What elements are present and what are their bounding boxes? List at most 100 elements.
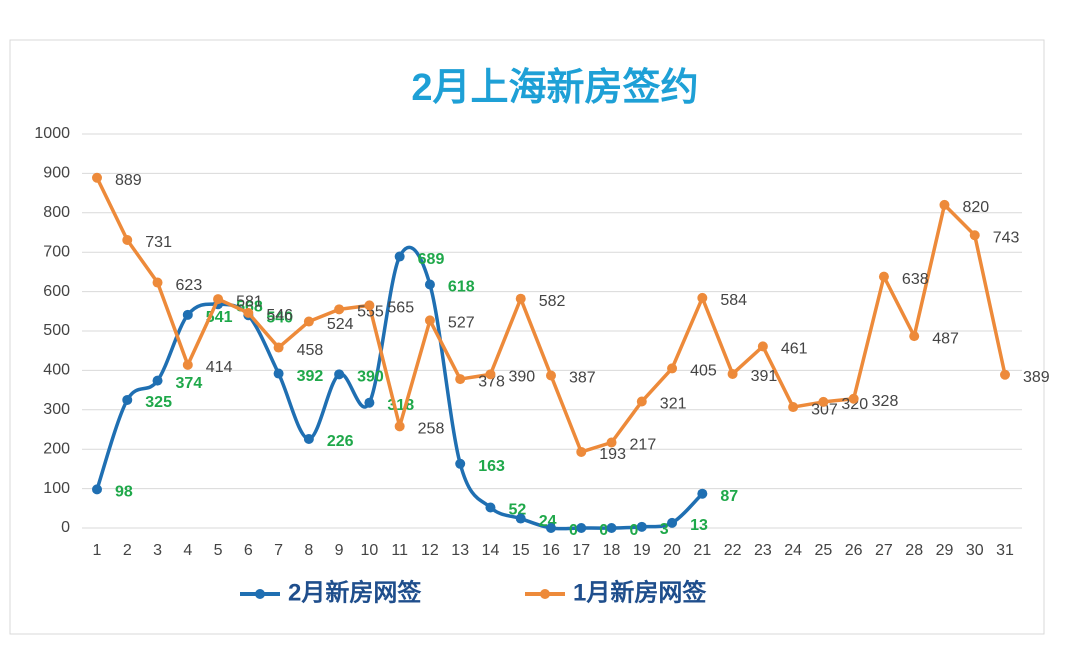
data-label: 13 xyxy=(690,517,708,534)
point xyxy=(697,488,708,499)
point xyxy=(576,446,587,457)
data-label: 217 xyxy=(630,437,657,454)
data-label: 392 xyxy=(297,368,324,385)
y-tick-label: 1000 xyxy=(34,125,70,142)
point xyxy=(757,341,768,352)
x-tick-label: 15 xyxy=(512,542,530,559)
x-tick-label: 9 xyxy=(335,542,344,559)
point xyxy=(424,279,435,290)
legend-label: 1月新房网签 xyxy=(573,578,707,606)
x-tick-label: 22 xyxy=(724,542,742,559)
point xyxy=(546,370,556,381)
data-label: 3 xyxy=(660,521,669,538)
x-tick-label: 13 xyxy=(451,542,469,559)
chart-frame xyxy=(9,39,1045,635)
x-tick-label: 2 xyxy=(123,542,132,559)
point xyxy=(788,402,799,413)
x-tick-label: 28 xyxy=(905,542,923,559)
y-tick-label: 900 xyxy=(43,165,70,182)
data-label: 390 xyxy=(357,369,384,386)
point xyxy=(727,368,738,379)
data-label: 731 xyxy=(145,234,172,251)
x-tick-label: 23 xyxy=(754,542,772,559)
point xyxy=(546,523,556,533)
series-line xyxy=(95,245,704,531)
point xyxy=(636,521,647,532)
x-tick-label: 7 xyxy=(274,542,283,559)
y-tick-label: 0 xyxy=(61,519,70,536)
point xyxy=(152,277,163,288)
data-label: 378 xyxy=(478,373,505,390)
data-label: 163 xyxy=(478,458,505,475)
point xyxy=(243,307,254,318)
data-label: 527 xyxy=(448,315,475,332)
point xyxy=(878,271,889,282)
x-tick-label: 6 xyxy=(244,542,253,559)
point xyxy=(485,369,496,380)
point xyxy=(424,315,435,326)
point xyxy=(364,300,375,311)
data-label: 582 xyxy=(539,293,566,310)
data-label: 540 xyxy=(266,309,293,326)
y-tick-label: 800 xyxy=(43,204,70,221)
data-label: 414 xyxy=(206,359,233,376)
point xyxy=(182,359,193,370)
x-tick-label: 4 xyxy=(183,542,192,559)
point xyxy=(152,375,163,386)
x-tick-label: 17 xyxy=(572,542,590,559)
point xyxy=(606,523,617,533)
point xyxy=(576,523,587,533)
point xyxy=(303,316,314,327)
data-label: 405 xyxy=(690,363,717,380)
data-label: 461 xyxy=(781,341,808,358)
point xyxy=(909,331,920,342)
point xyxy=(334,369,345,380)
data-label: 0 xyxy=(599,522,608,539)
point xyxy=(182,309,193,320)
x-tick-label: 20 xyxy=(663,542,681,559)
data-label: 581 xyxy=(236,293,263,310)
point xyxy=(303,433,314,444)
point xyxy=(455,458,466,469)
point xyxy=(848,393,859,404)
point xyxy=(92,484,102,495)
data-label: 258 xyxy=(418,421,445,438)
point xyxy=(969,230,980,241)
data-label: 743 xyxy=(993,229,1020,246)
point xyxy=(122,234,133,245)
x-tick-label: 11 xyxy=(391,542,408,559)
data-label: 87 xyxy=(720,488,738,505)
data-label: 0 xyxy=(569,522,578,539)
x-tick-label: 10 xyxy=(361,542,379,559)
data-label: 638 xyxy=(902,271,929,288)
point xyxy=(1000,369,1010,380)
point xyxy=(939,199,950,210)
x-tick-label: 27 xyxy=(875,542,893,559)
data-label: 458 xyxy=(297,342,324,359)
y-tick-label: 500 xyxy=(43,322,70,339)
x-tick-label: 26 xyxy=(845,542,863,559)
x-tick-label: 31 xyxy=(996,542,1014,559)
x-tick-label: 30 xyxy=(966,542,984,559)
data-label: 584 xyxy=(720,292,747,309)
point xyxy=(818,396,829,407)
point xyxy=(636,396,647,407)
point xyxy=(122,394,133,405)
y-tick-label: 300 xyxy=(43,401,70,418)
data-label: 226 xyxy=(327,433,354,450)
point xyxy=(92,172,102,183)
data-label: 524 xyxy=(327,316,354,333)
x-tick-label: 25 xyxy=(815,542,833,559)
data-label: 325 xyxy=(145,394,172,411)
y-tick-label: 700 xyxy=(43,243,70,260)
x-tick-label: 1 xyxy=(93,542,102,559)
data-label: 307 xyxy=(811,401,838,418)
legend-label: 2月新房网签 xyxy=(288,578,422,606)
point xyxy=(515,513,526,524)
data-label: 565 xyxy=(387,300,414,317)
data-label: 623 xyxy=(176,277,203,294)
point xyxy=(455,374,466,385)
y-tick-label: 400 xyxy=(43,362,70,379)
